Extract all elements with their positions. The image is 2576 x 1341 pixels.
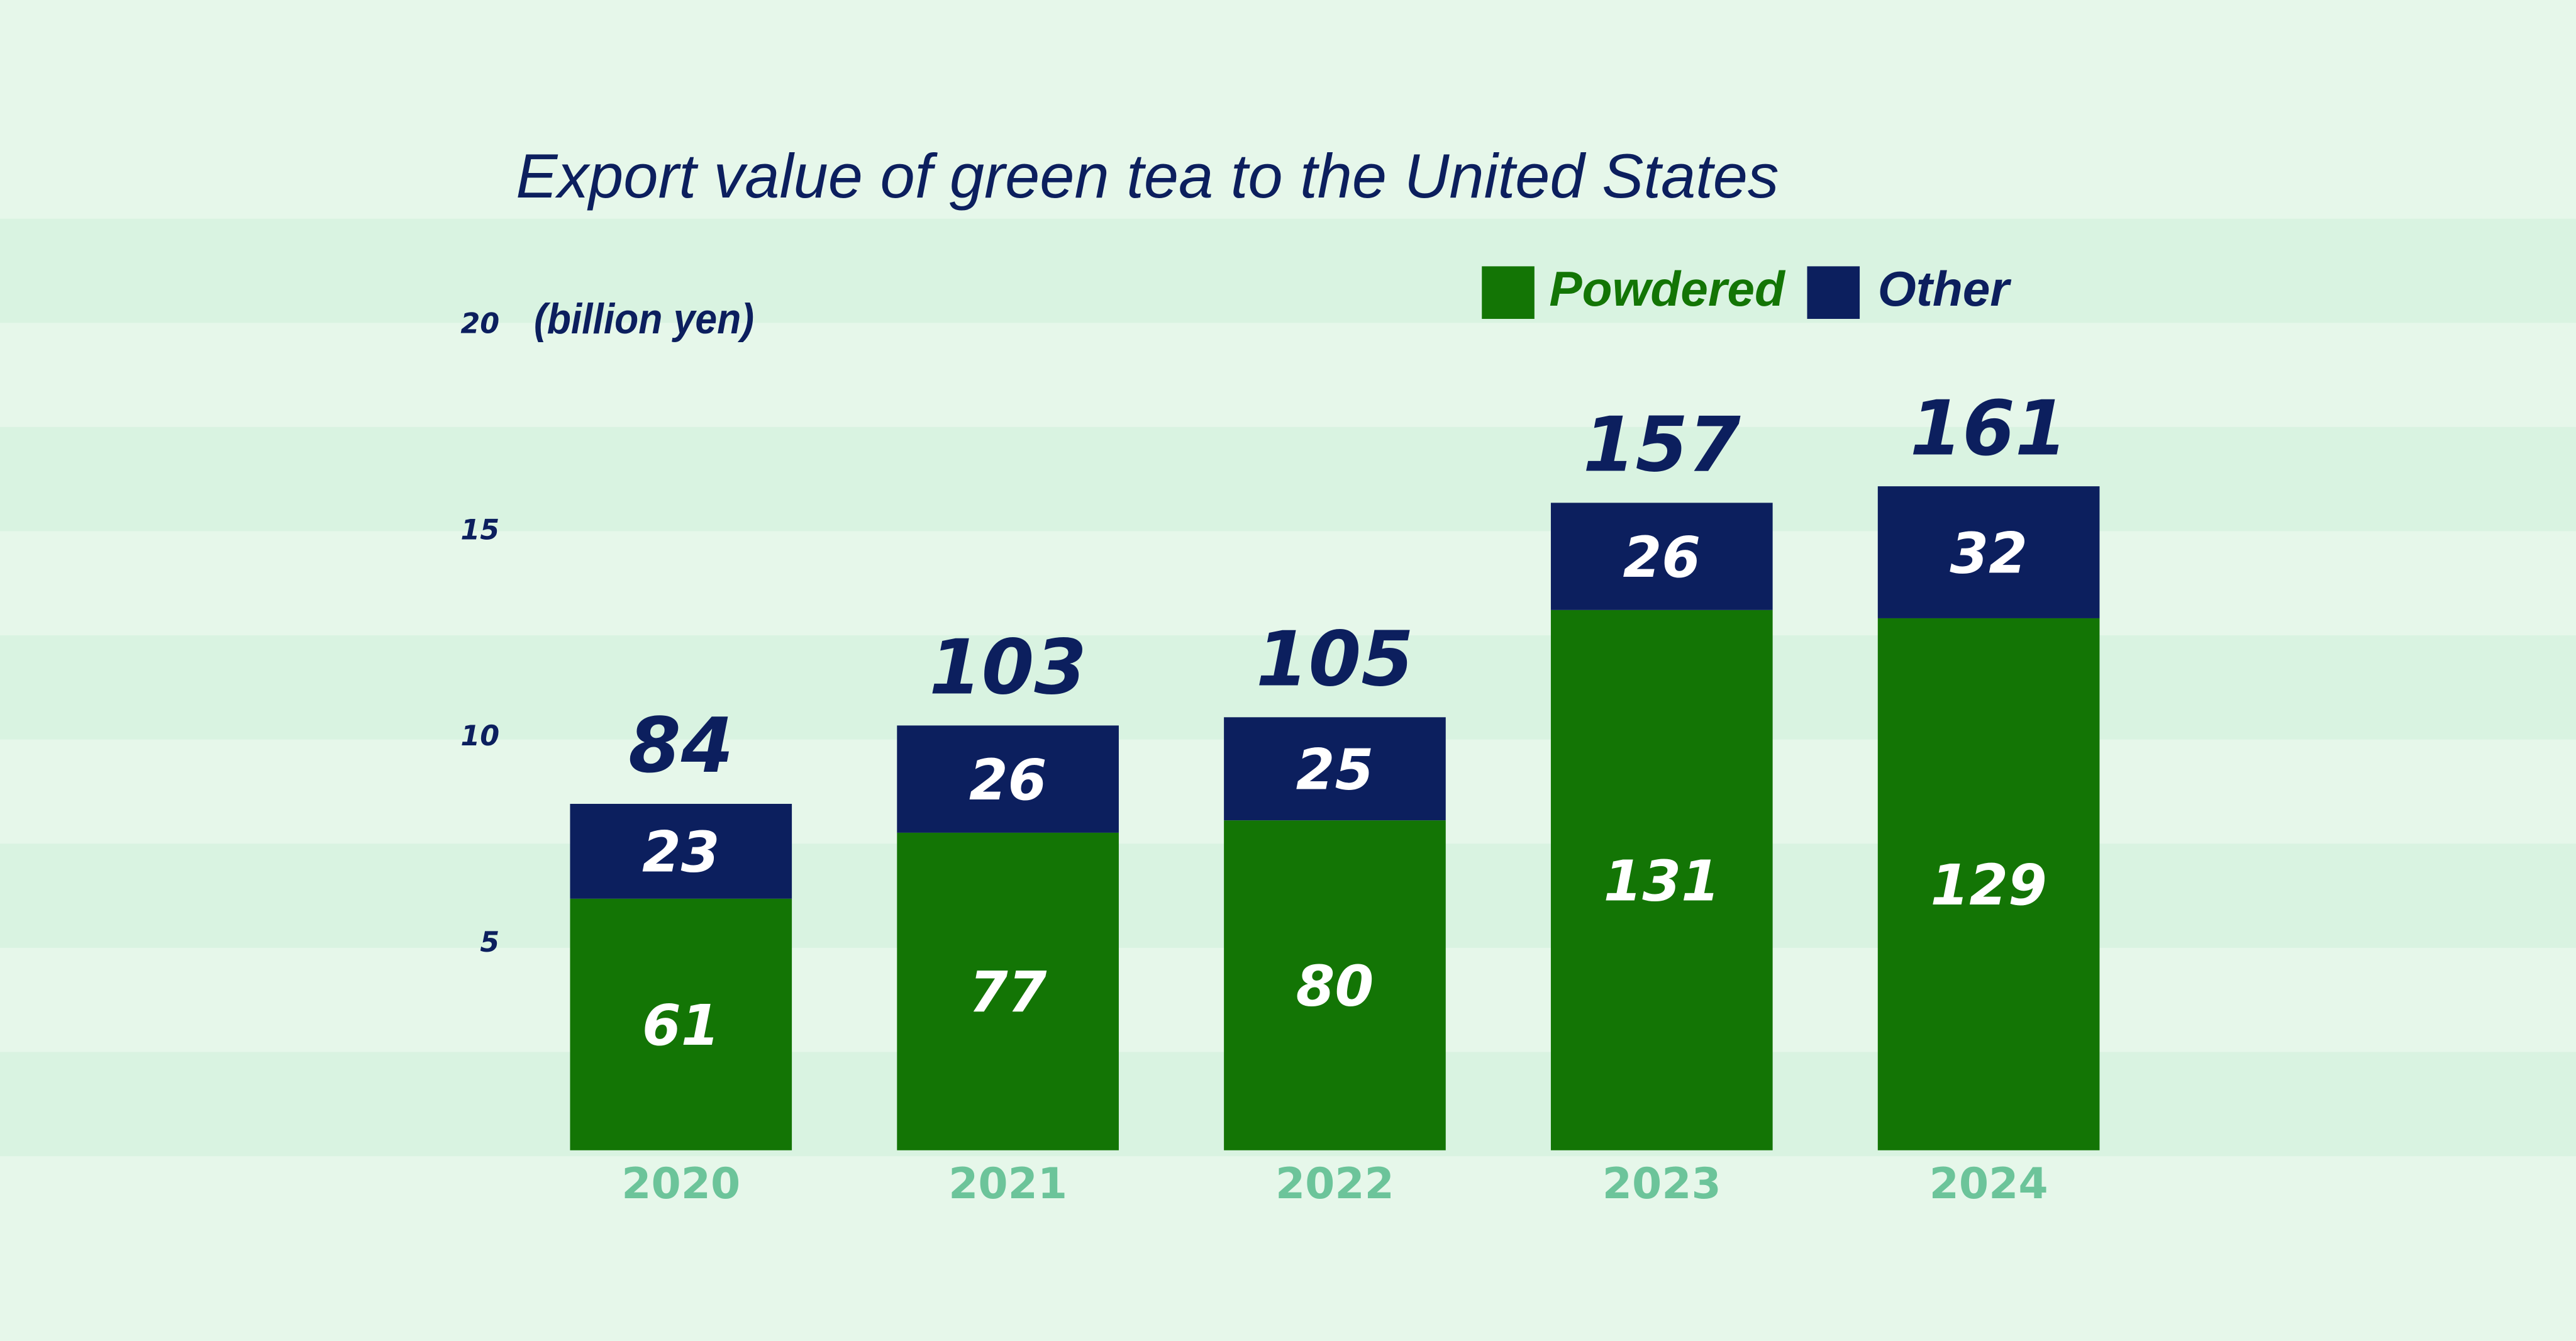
data-label: 61 <box>642 993 720 1058</box>
total-label: 161 <box>1910 384 2068 472</box>
data-label: 32 <box>1950 521 2028 586</box>
x-tick-label: 2024 <box>1929 1159 2048 1209</box>
data-label: 131 <box>1604 849 1720 914</box>
data-label: 129 <box>1930 853 2046 918</box>
data-label: 26 <box>969 748 1047 813</box>
legend-swatch <box>1482 266 1535 319</box>
total-label: 157 <box>1583 401 1741 489</box>
y-tick-label: 5 <box>480 926 499 959</box>
total-label: 105 <box>1256 615 1414 703</box>
bar-segment <box>1877 618 2100 1150</box>
data-label: 80 <box>1296 954 1374 1019</box>
x-tick-label: 2021 <box>948 1159 1067 1209</box>
chart-title: Export value of green tea to the United … <box>516 142 1779 211</box>
bar-segment <box>1224 717 1446 821</box>
stripe <box>0 218 2576 323</box>
total-label: 103 <box>929 624 1087 712</box>
data-label: 26 <box>1623 525 1701 590</box>
y-axis-label: (billion yen) <box>534 296 754 343</box>
legend-label: Powdered <box>1549 261 1786 316</box>
data-label: 25 <box>1296 738 1374 803</box>
bar-segment <box>1224 820 1446 1150</box>
stripe <box>0 426 2576 531</box>
bar-segment <box>897 832 1119 1150</box>
bar-segment <box>1550 609 1773 1150</box>
x-tick-label: 2023 <box>1602 1159 1721 1209</box>
x-tick-label: 2022 <box>1275 1159 1394 1209</box>
data-label: 23 <box>642 820 720 885</box>
y-tick-label: 10 <box>460 720 499 752</box>
total-label: 84 <box>628 702 733 790</box>
bar-segment <box>1877 486 2100 618</box>
bar-segment <box>570 898 792 1150</box>
bar-segment <box>570 804 792 899</box>
y-tick-label: 15 <box>460 514 499 546</box>
y-tick-label: 20 <box>460 308 499 340</box>
data-label: 77 <box>969 960 1047 1025</box>
bar-segment <box>897 725 1119 833</box>
bar-segment <box>1550 503 1773 610</box>
legend-swatch <box>1807 266 1860 319</box>
x-tick-label: 2020 <box>621 1159 740 1209</box>
legend-label: Other <box>1878 261 2012 316</box>
